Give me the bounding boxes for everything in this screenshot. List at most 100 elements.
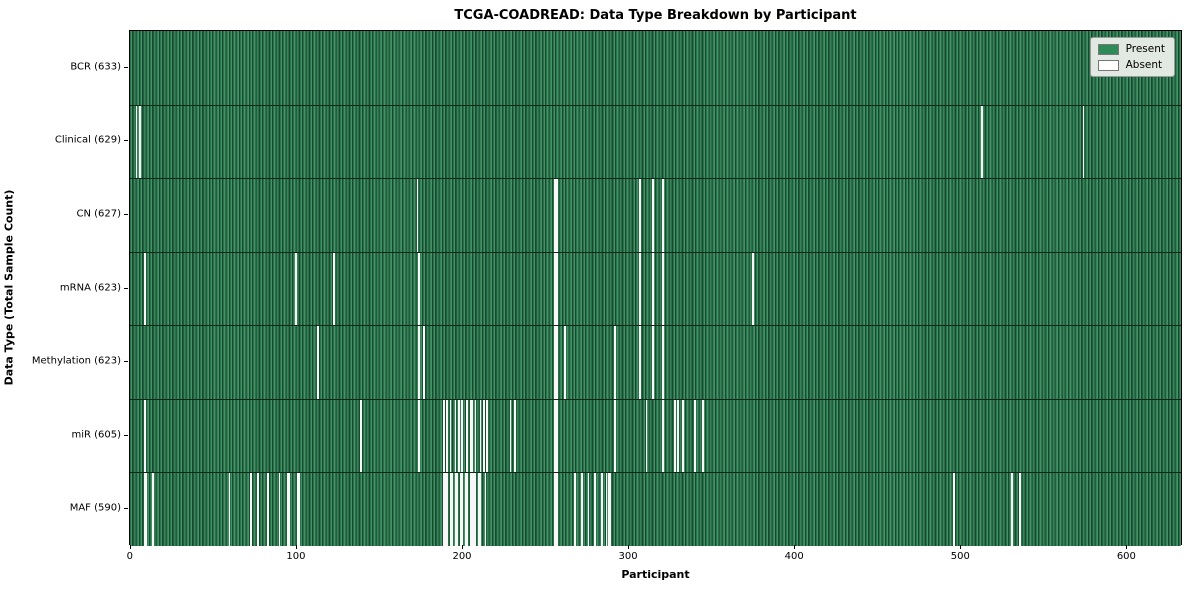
absent-line [574,473,576,546]
absent-line [580,473,583,546]
y-tick-mark [124,508,128,510]
absent-line [662,252,664,326]
y-tick-mark [124,213,128,215]
absent-line [952,473,955,546]
absent-line [423,326,425,399]
y-tick-label: BCR (633) [70,61,121,73]
legend-item-absent: Absent [1097,59,1165,71]
absent-line [477,473,480,546]
absent-line [484,473,487,546]
absent-line [444,473,447,546]
x-tick-label: 0 [126,551,134,562]
absent-line [449,473,452,546]
absent-line [472,473,475,546]
absent-line [607,473,610,546]
absent-line [446,473,449,546]
absent-line [471,473,473,546]
absent-line [1011,473,1013,546]
absent-line [600,473,603,546]
y-tick-mark [124,361,128,363]
heatmap-row-Methylation [130,325,1181,399]
absent-line [286,473,289,546]
absent-line [446,399,449,473]
heatmap-row-Clinical [130,104,1181,179]
absent-line [554,326,556,399]
absent-line [509,399,512,473]
absent-line [554,399,556,473]
absent-line [474,473,477,546]
absent-line [639,252,641,326]
y-tick-label: mRNA (623) [59,282,121,293]
absent-line [556,252,558,326]
absent-line [469,473,472,546]
absent-line [471,399,473,473]
x-tick-label: 400 [784,551,804,562]
x-tick-label: 500 [950,551,970,562]
absent-line [451,473,454,546]
absent-line [514,399,517,473]
absent-swatch-icon [1097,59,1119,71]
absent-line [554,252,556,326]
absent-line [144,399,146,473]
absent-line [556,179,558,252]
absent-line [702,399,704,473]
absent-line [418,252,420,326]
absent-line [135,105,138,179]
heatmap-row-MAF [130,472,1181,546]
absent-line [662,399,664,473]
y-tick-mark [124,140,128,142]
absent-line [443,473,445,546]
absent-line [466,399,468,473]
absent-line [474,399,477,473]
absent-line [145,473,148,546]
x-tick-label: 600 [1116,551,1136,562]
absent-line [554,179,556,252]
x-tick-label: 200 [452,551,472,562]
absent-line [298,473,301,546]
y-tick-label: Methylation (623) [31,355,121,367]
x-tick-mark [960,545,962,549]
absent-line [1019,473,1022,546]
absent-line [594,473,596,546]
absent-line [614,326,616,399]
absent-line [564,326,566,399]
absent-line [587,473,590,546]
absent-line [288,473,291,546]
chart-title: TCGA-COADREAD: Data Type Breakdown by Pa… [454,8,857,23]
absent-line [250,473,253,546]
absent-line [466,473,468,546]
absent-line [556,326,558,399]
x-tick-mark [295,545,297,549]
absent-line [443,399,445,473]
absent-line [673,399,676,473]
absent-line [454,473,457,546]
absent-line [662,179,664,252]
absent-line [144,473,146,546]
heatmap-row-miR [130,398,1181,473]
x-tick-mark [462,545,463,549]
absent-line [449,399,452,473]
absent-line [639,179,641,252]
y-tick-mark [124,434,128,436]
absent-line [556,399,558,473]
absent-line [454,399,457,473]
absent-line [139,105,141,179]
absent-line [416,179,419,252]
absent-line [418,399,420,473]
absent-line [267,473,269,546]
absent-line [278,473,281,546]
x-tick-label: 300 [618,551,638,562]
absent-line [677,399,679,473]
heatmap-row-CN [130,178,1181,252]
absent-line [360,399,362,473]
absent-line [639,326,641,399]
legend: Present Absent [1089,37,1175,77]
absent-line [662,326,664,399]
legend-label-present: Present [1125,43,1165,55]
legend-label-absent: Absent [1125,59,1163,71]
absent-line [333,252,336,326]
y-tick-mark [124,287,128,289]
absent-line [257,473,259,546]
absent-line [614,399,616,473]
